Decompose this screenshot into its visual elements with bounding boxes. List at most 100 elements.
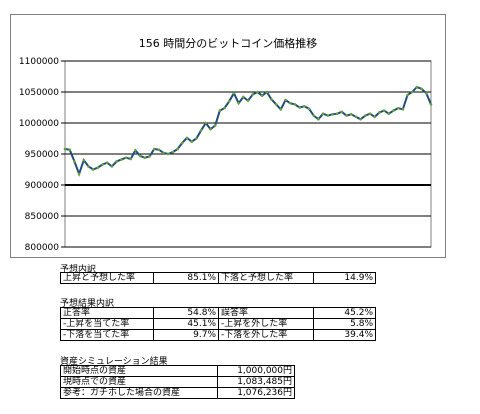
data-point	[270, 98, 273, 101]
down-hit-label: -下落を当てた率	[60, 329, 154, 341]
data-point	[387, 112, 391, 115]
up-hit-label: -上昇を当てた率	[60, 318, 154, 330]
data-point	[251, 93, 254, 96]
data-point	[392, 109, 395, 112]
data-point	[378, 111, 381, 114]
data-point	[152, 147, 156, 151]
table-row: 開始時点の資産 1,000,000円	[60, 365, 295, 377]
forecast-down-value: 14.9%	[313, 272, 376, 284]
data-point	[120, 158, 123, 161]
y-tick-label: 950000	[25, 150, 60, 160]
current-asset-label: 現時点での資産	[60, 376, 218, 388]
y-tick-label: 1050000	[19, 88, 59, 98]
data-point	[288, 101, 292, 105]
data-point	[218, 109, 222, 112]
data-point	[260, 94, 264, 98]
down-hit-value: 9.7%	[153, 329, 219, 341]
result-section-title: 予想結果内訳	[60, 299, 115, 309]
table-row: 正答率 54.8% 誤答率 45.2%	[60, 307, 376, 319]
asset-table: 開始時点の資産 1,000,000円 現時点での資産 1,083,485円 参考…	[60, 365, 295, 399]
data-point	[227, 100, 231, 103]
data-point	[195, 137, 198, 140]
data-point	[340, 110, 344, 114]
wrong-rate-label: 誤答率	[218, 307, 314, 319]
down-miss-value: 39.4%	[313, 329, 376, 341]
data-point	[410, 90, 414, 94]
data-point	[349, 113, 353, 116]
correct-rate-label: 正答率	[60, 307, 154, 319]
data-point	[246, 99, 250, 102]
data-point	[345, 114, 348, 117]
table-row: 上昇と予想した率 85.1% 下落と予想した率 14.9%	[60, 272, 376, 284]
data-point	[105, 161, 109, 164]
table-row: -下落を当てた率 9.7% -下落を外した率 39.4%	[60, 329, 376, 341]
start-asset-label: 開始時点の資産	[60, 365, 218, 377]
current-asset-value: 1,083,485円	[217, 376, 295, 388]
data-point	[77, 172, 81, 176]
data-point	[425, 91, 428, 95]
data-point	[162, 151, 165, 155]
data-point	[293, 103, 297, 106]
data-point	[335, 112, 339, 115]
data-point	[406, 93, 409, 97]
result-table: 正答率 54.8% 誤答率 45.2% -上昇を当てた率 45.1% -上昇を外…	[60, 307, 376, 341]
table-row: 参考：ガチホした場合の資産 1,076,236円	[60, 387, 295, 399]
data-point	[199, 129, 203, 132]
asset-section-title: 資産シミュレーション結果	[60, 357, 168, 367]
price-line-chart: 800000 850000 900000 950000 1000000 1050000 11…	[19, 57, 433, 253]
data-point	[354, 115, 358, 119]
data-point	[129, 157, 132, 161]
hodl-asset-label: 参考：ガチホした場合の資産	[60, 387, 218, 399]
data-point	[415, 85, 419, 89]
data-point	[171, 150, 175, 154]
forecast-table: 上昇と予想した率 85.1% 下落と予想した率 14.9%	[60, 272, 376, 284]
data-point	[298, 106, 301, 109]
data-point	[143, 156, 147, 160]
data-point	[303, 104, 306, 108]
y-tick-label: 1100000	[19, 57, 59, 67]
up-miss-label: -上昇を外した率	[218, 318, 314, 330]
data-point	[110, 165, 114, 168]
chart-frame: 800000 850000 900000 950000 1000000 1050000 11…	[10, 14, 446, 258]
data-point	[138, 154, 142, 158]
wrong-rate-value: 45.2%	[313, 307, 376, 319]
y-tick-label: 850000	[25, 212, 60, 222]
data-point	[91, 168, 95, 171]
data-point	[68, 148, 71, 151]
y-tick-label: 1000000	[19, 119, 59, 129]
data-point	[213, 124, 217, 127]
data-point	[181, 141, 184, 145]
data-point	[223, 106, 226, 110]
data-point	[396, 106, 400, 110]
data-point	[73, 160, 76, 163]
data-point	[134, 148, 137, 152]
start-asset-value: 1,000,000円	[217, 365, 295, 377]
data-point	[124, 156, 128, 160]
data-point	[368, 112, 372, 115]
down-miss-label: -下落を外した率	[218, 329, 314, 341]
data-point	[364, 114, 367, 117]
data-point	[359, 117, 362, 121]
hodl-asset-value: 1,076,236円	[217, 387, 295, 399]
data-point	[312, 114, 315, 117]
data-point	[284, 98, 287, 102]
data-point	[401, 108, 405, 111]
correct-rate-value: 54.8%	[153, 307, 219, 319]
data-point	[420, 87, 423, 91]
data-point	[326, 114, 330, 117]
data-point	[429, 103, 433, 106]
table-row: -上昇を当てた率 45.1% -上昇を外した率 5.8%	[60, 318, 376, 330]
data-point	[237, 101, 240, 105]
data-point	[242, 95, 245, 99]
data-point	[157, 148, 161, 151]
chart-title: 156 時間分のビットコイン価格推移	[138, 37, 318, 50]
data-point	[63, 147, 67, 151]
data-point	[96, 166, 100, 169]
data-point	[190, 140, 193, 143]
data-point	[279, 108, 283, 111]
data-point	[204, 121, 208, 125]
y-tick-label: 800000	[25, 243, 60, 253]
data-point	[185, 136, 189, 140]
data-point	[321, 112, 325, 115]
data-point	[382, 109, 386, 112]
